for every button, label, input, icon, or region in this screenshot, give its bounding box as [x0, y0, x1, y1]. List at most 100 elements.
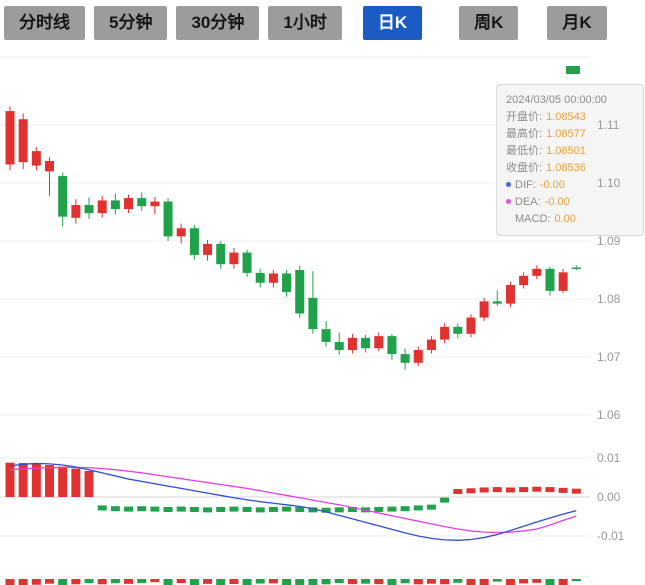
candle[interactable] — [282, 273, 292, 293]
candle[interactable] — [163, 201, 173, 237]
candle[interactable] — [203, 243, 213, 255]
candle[interactable] — [347, 337, 357, 351]
dif-dot-icon — [506, 182, 511, 187]
candle[interactable] — [387, 336, 397, 355]
dea-dot-icon — [506, 199, 511, 204]
macd-histogram-bar — [545, 487, 555, 493]
candle[interactable] — [558, 272, 568, 291]
tab-1hour[interactable]: 1小时 — [268, 6, 342, 41]
candle[interactable] — [124, 198, 134, 210]
candle[interactable] — [466, 317, 476, 334]
volume-bar — [282, 579, 292, 585]
candle[interactable] — [492, 301, 502, 304]
volume-bar — [347, 579, 357, 585]
macd-histogram-bar — [229, 506, 239, 512]
candle[interactable] — [571, 267, 581, 270]
macd-histogram-bar — [5, 462, 15, 497]
tooltip-open-row: 开盘价: 1.08543 — [506, 109, 634, 126]
macd-histogram-bar — [387, 506, 397, 512]
tab-30min[interactable]: 30分钟 — [176, 6, 260, 41]
candle[interactable] — [97, 200, 107, 214]
volume-bar — [571, 579, 581, 582]
volume-bar — [110, 579, 120, 584]
candle[interactable] — [176, 228, 186, 237]
macd-histogram-bar — [84, 470, 94, 497]
candle[interactable] — [295, 270, 305, 314]
candle[interactable] — [255, 272, 265, 283]
candle[interactable] — [216, 243, 226, 265]
candle[interactable] — [440, 326, 450, 340]
candle[interactable] — [361, 337, 371, 349]
candle[interactable] — [189, 228, 199, 255]
candle[interactable] — [519, 275, 529, 286]
candle[interactable] — [84, 205, 94, 214]
candle[interactable] — [453, 326, 463, 334]
candle[interactable] — [137, 198, 147, 207]
close-value: 1.08536 — [546, 162, 586, 174]
candle[interactable] — [229, 252, 239, 265]
candle[interactable] — [426, 339, 436, 351]
candle[interactable] — [334, 341, 344, 351]
macd-histogram-bar — [71, 468, 81, 497]
macd-histogram-bar — [124, 506, 134, 512]
tab-daily-k[interactable]: 日K — [362, 6, 423, 41]
candle[interactable] — [479, 301, 489, 318]
candle[interactable] — [71, 205, 81, 218]
macd-histogram-bar — [479, 487, 489, 493]
close-label: 收盘价: — [506, 162, 543, 174]
candle[interactable] — [31, 151, 41, 166]
candle[interactable] — [45, 160, 55, 172]
candle[interactable] — [308, 297, 318, 330]
macd-axis-label-zero: 0.00 — [597, 490, 621, 504]
candle[interactable] — [400, 354, 410, 363]
macd-axis-label-neg: -0.01 — [597, 529, 625, 543]
volume-bar — [400, 579, 410, 584]
dif-label: DIF: — [515, 179, 536, 191]
macd-histogram-bar — [308, 507, 318, 513]
tab-weekly-k[interactable]: 周K — [459, 6, 519, 41]
macd-histogram-bar — [31, 463, 41, 497]
macd-histogram-bar — [426, 504, 436, 510]
candle-tooltip: 2024/03/05 00:00:00 开盘价: 1.08543 最高价: 1.08… — [496, 84, 644, 236]
volume-bar — [413, 579, 423, 585]
dif-value: -0.00 — [539, 179, 565, 191]
low-label: 最低价: — [506, 145, 543, 157]
candle[interactable] — [242, 252, 252, 273]
candle[interactable] — [545, 268, 555, 291]
candle[interactable] — [532, 268, 542, 276]
candle[interactable] — [150, 201, 160, 207]
candle[interactable] — [58, 176, 68, 217]
macd-histogram-bar — [519, 487, 529, 493]
volume-bar — [31, 579, 41, 585]
volume-bar — [163, 579, 173, 585]
macd-histogram-bar — [176, 506, 186, 512]
macd-histogram-bar — [97, 505, 107, 511]
volume-bar — [45, 579, 55, 584]
volume-bar — [176, 579, 186, 584]
tab-timeline[interactable]: 分时线 — [4, 6, 85, 41]
candle[interactable] — [110, 200, 120, 210]
candle[interactable] — [268, 273, 278, 283]
volume-bar — [440, 579, 450, 585]
candle[interactable] — [413, 350, 423, 363]
volume-bar — [268, 579, 278, 584]
volume-bar — [58, 579, 68, 585]
volume-bar — [519, 579, 529, 584]
interval-toolbar: 分时线 5分钟 30分钟 1小时 日K 周K 月K — [4, 6, 607, 41]
tab-5min[interactable]: 5分钟 — [94, 6, 168, 41]
candle[interactable] — [374, 336, 384, 349]
volume-bar — [97, 579, 107, 585]
volume-bar — [321, 579, 331, 585]
tab-monthly-k[interactable]: 月K — [547, 6, 607, 41]
candle[interactable] — [321, 329, 331, 342]
open-value: 1.08543 — [546, 111, 586, 123]
macd-histogram-bar — [440, 497, 450, 503]
volume-bar — [532, 579, 542, 583]
candle[interactable] — [505, 285, 515, 304]
candle[interactable] — [18, 119, 28, 163]
macd-label: MACD: — [515, 213, 551, 225]
volume-bar — [426, 579, 436, 584]
candle[interactable] — [5, 111, 15, 165]
tooltip-macd-row: MACD: 0.00 — [506, 211, 634, 228]
